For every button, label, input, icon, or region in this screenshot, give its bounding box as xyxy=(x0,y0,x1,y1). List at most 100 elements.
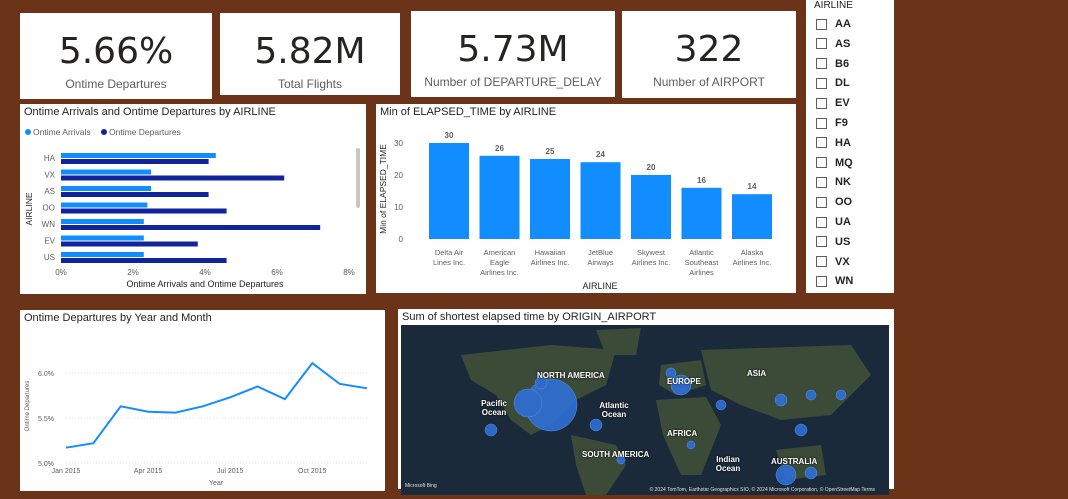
bar-ontime-arrivals xyxy=(61,202,148,208)
checkbox-icon[interactable] xyxy=(816,236,827,248)
slicer-item-vx[interactable]: VX xyxy=(816,254,850,270)
data-label: 24 xyxy=(596,150,605,159)
slicer-item-nk[interactable]: NK xyxy=(816,174,851,190)
bar-min-elapsed-time xyxy=(580,162,621,239)
bar-ontime-arrivals xyxy=(61,186,151,191)
bar-ontime-arrivals xyxy=(61,252,144,257)
chart-title: Ontime Departures by Year and Month xyxy=(24,312,212,324)
vbar-svg: Min of ELAPSED_TIME 0 10 20 30 30 Delta AirLin… xyxy=(378,131,772,291)
slicer-item-label: DL xyxy=(835,77,850,90)
slicer-item-b6[interactable]: B6 xyxy=(816,56,849,72)
line-svg: Ontime Departures 5.0% 5.5% 6.0% Jan 2015 Apr… xyxy=(25,361,368,487)
airport-cluster-caribbean xyxy=(589,418,603,432)
kpi-value: 5.66% xyxy=(58,31,174,72)
legend-marker-arrivals xyxy=(25,129,31,135)
x-tick-label: Airlines Inc. xyxy=(733,258,772,267)
airport-cluster-japan xyxy=(835,389,847,401)
legend-label-departures: Ontime Departures xyxy=(109,127,181,137)
scrollbar-thumb[interactable] xyxy=(356,148,360,208)
airport-cluster-europe-north xyxy=(665,367,677,379)
checkbox-icon[interactable] xyxy=(816,216,827,228)
slicer-item-as[interactable]: AS xyxy=(816,36,850,52)
ontime-trend-chart: Ontime Departures by Year and Month Onti… xyxy=(20,310,385,491)
data-label: 20 xyxy=(647,163,656,172)
checkbox-icon[interactable] xyxy=(816,58,827,70)
airport-cluster-australia-east xyxy=(804,466,818,480)
data-label: 14 xyxy=(748,182,757,191)
ontime-by-airline-chart: Ontime Arrivals and Ontime Departures by… xyxy=(20,104,366,294)
bar-min-elapsed-time xyxy=(631,175,671,239)
hbar-svg: Ontime Arrivals Ontime Departures AIRLINE H… xyxy=(24,127,360,289)
checkbox-icon[interactable] xyxy=(816,275,827,287)
map-label-europe: EUROPE xyxy=(667,377,701,386)
slicer-item-label: VX xyxy=(835,255,850,268)
checkbox-icon[interactable] xyxy=(816,157,827,169)
slicer-item-aa[interactable]: AA xyxy=(816,16,851,32)
bar-ontime-arrivals xyxy=(61,235,144,241)
slicer-item-us[interactable]: US xyxy=(816,234,850,250)
map-attribution[interactable]: © 2024 TomTom, Earthstar Geographics SIO… xyxy=(649,487,875,493)
slicer-item-label: HA xyxy=(835,136,851,149)
kpi-label: Number of DEPARTURE_DELAY xyxy=(424,75,602,89)
checkbox-icon[interactable] xyxy=(816,38,827,50)
checkbox-icon[interactable] xyxy=(816,77,827,89)
slicer-item-label: WN xyxy=(835,275,854,288)
slicer-item-wn[interactable]: WN xyxy=(816,273,853,289)
checkbox-icon[interactable] xyxy=(816,256,827,268)
slicer-item-label: MQ xyxy=(835,156,853,169)
checkbox-icon[interactable] xyxy=(816,196,827,208)
map-canvas[interactable]: NORTH AMERICA EUROPE ASIA Pacific Ocean … xyxy=(401,325,889,495)
y-tick-label: 20 xyxy=(394,171,403,180)
checkbox-icon[interactable] xyxy=(816,176,827,188)
bar-ontime-departures xyxy=(61,225,321,230)
slicer-item-dl[interactable]: DL xyxy=(816,75,850,91)
slicer-item-label: NK xyxy=(835,176,851,189)
land-greenland xyxy=(596,328,641,355)
slicer-item-ha[interactable]: HA xyxy=(816,135,851,151)
kpi-label: Number of AIRPORT xyxy=(653,75,765,89)
bar-ontime-departures xyxy=(61,192,209,197)
x-tick-label: Delta Air xyxy=(435,248,464,257)
slicer-title: AIRLINE xyxy=(814,0,853,11)
slicer-item-mq[interactable]: MQ xyxy=(816,155,853,171)
slicer-item-label: EV xyxy=(835,97,850,110)
slicer-item-f9[interactable]: F9 xyxy=(816,115,848,131)
bar-min-elapsed-time xyxy=(429,143,469,239)
x-tick-label: Jul 2015 xyxy=(217,468,244,475)
checkbox-icon[interactable] xyxy=(816,97,827,109)
y-tick-label: EV xyxy=(44,237,55,246)
y-tick-label: 10 xyxy=(394,203,403,212)
airport-cluster-canada xyxy=(534,376,548,390)
y-tick-label: 5.5% xyxy=(38,416,54,423)
kpi-value: 5.73M xyxy=(457,29,569,70)
land-asia xyxy=(701,345,871,420)
map-label-asia: ASIA xyxy=(747,369,767,378)
x-tick-label: Airways xyxy=(587,258,614,267)
slicer-item-ev[interactable]: EV xyxy=(816,95,850,111)
slicer-item-oo[interactable]: OO xyxy=(816,194,852,210)
x-tick-label: Eagle xyxy=(490,258,509,267)
checkbox-icon[interactable] xyxy=(816,137,827,149)
bar-ontime-arrivals xyxy=(61,219,144,224)
origin-airport-map: Sum of shortest elapsed time by ORIGIN_A… xyxy=(398,309,894,495)
kpi-value: 322 xyxy=(674,29,744,70)
airport-cluster-asia xyxy=(774,393,788,407)
bar-ontime-departures xyxy=(61,208,227,214)
kpi-label: Ontime Departures xyxy=(65,77,167,91)
chart-title: Ontime Arrivals and Ontime Departures by… xyxy=(24,106,276,118)
bar-ontime-arrivals xyxy=(61,153,216,158)
bar-min-elapsed-time xyxy=(479,155,520,239)
data-label: 30 xyxy=(445,131,454,140)
map-label-indian-ocean: Indian Ocean xyxy=(715,455,741,473)
kpi-card-total-flights: 5.82M Total Flights xyxy=(220,13,400,95)
y-axis-title: Ontime Departures xyxy=(25,381,31,432)
kpi-value: 5.82M xyxy=(254,31,366,72)
checkbox-icon[interactable] xyxy=(816,18,827,30)
slicer-item-ua[interactable]: UA xyxy=(816,214,851,230)
checkbox-icon[interactable] xyxy=(816,117,827,129)
legend-label-arrivals: Ontime Arrivals xyxy=(33,127,91,137)
y-tick-label: 30 xyxy=(394,139,403,148)
map-label-atlantic: Atlantic Ocean xyxy=(599,401,629,419)
bar-ontime-departures xyxy=(61,159,209,164)
y-tick-label: 5.0% xyxy=(38,461,54,468)
